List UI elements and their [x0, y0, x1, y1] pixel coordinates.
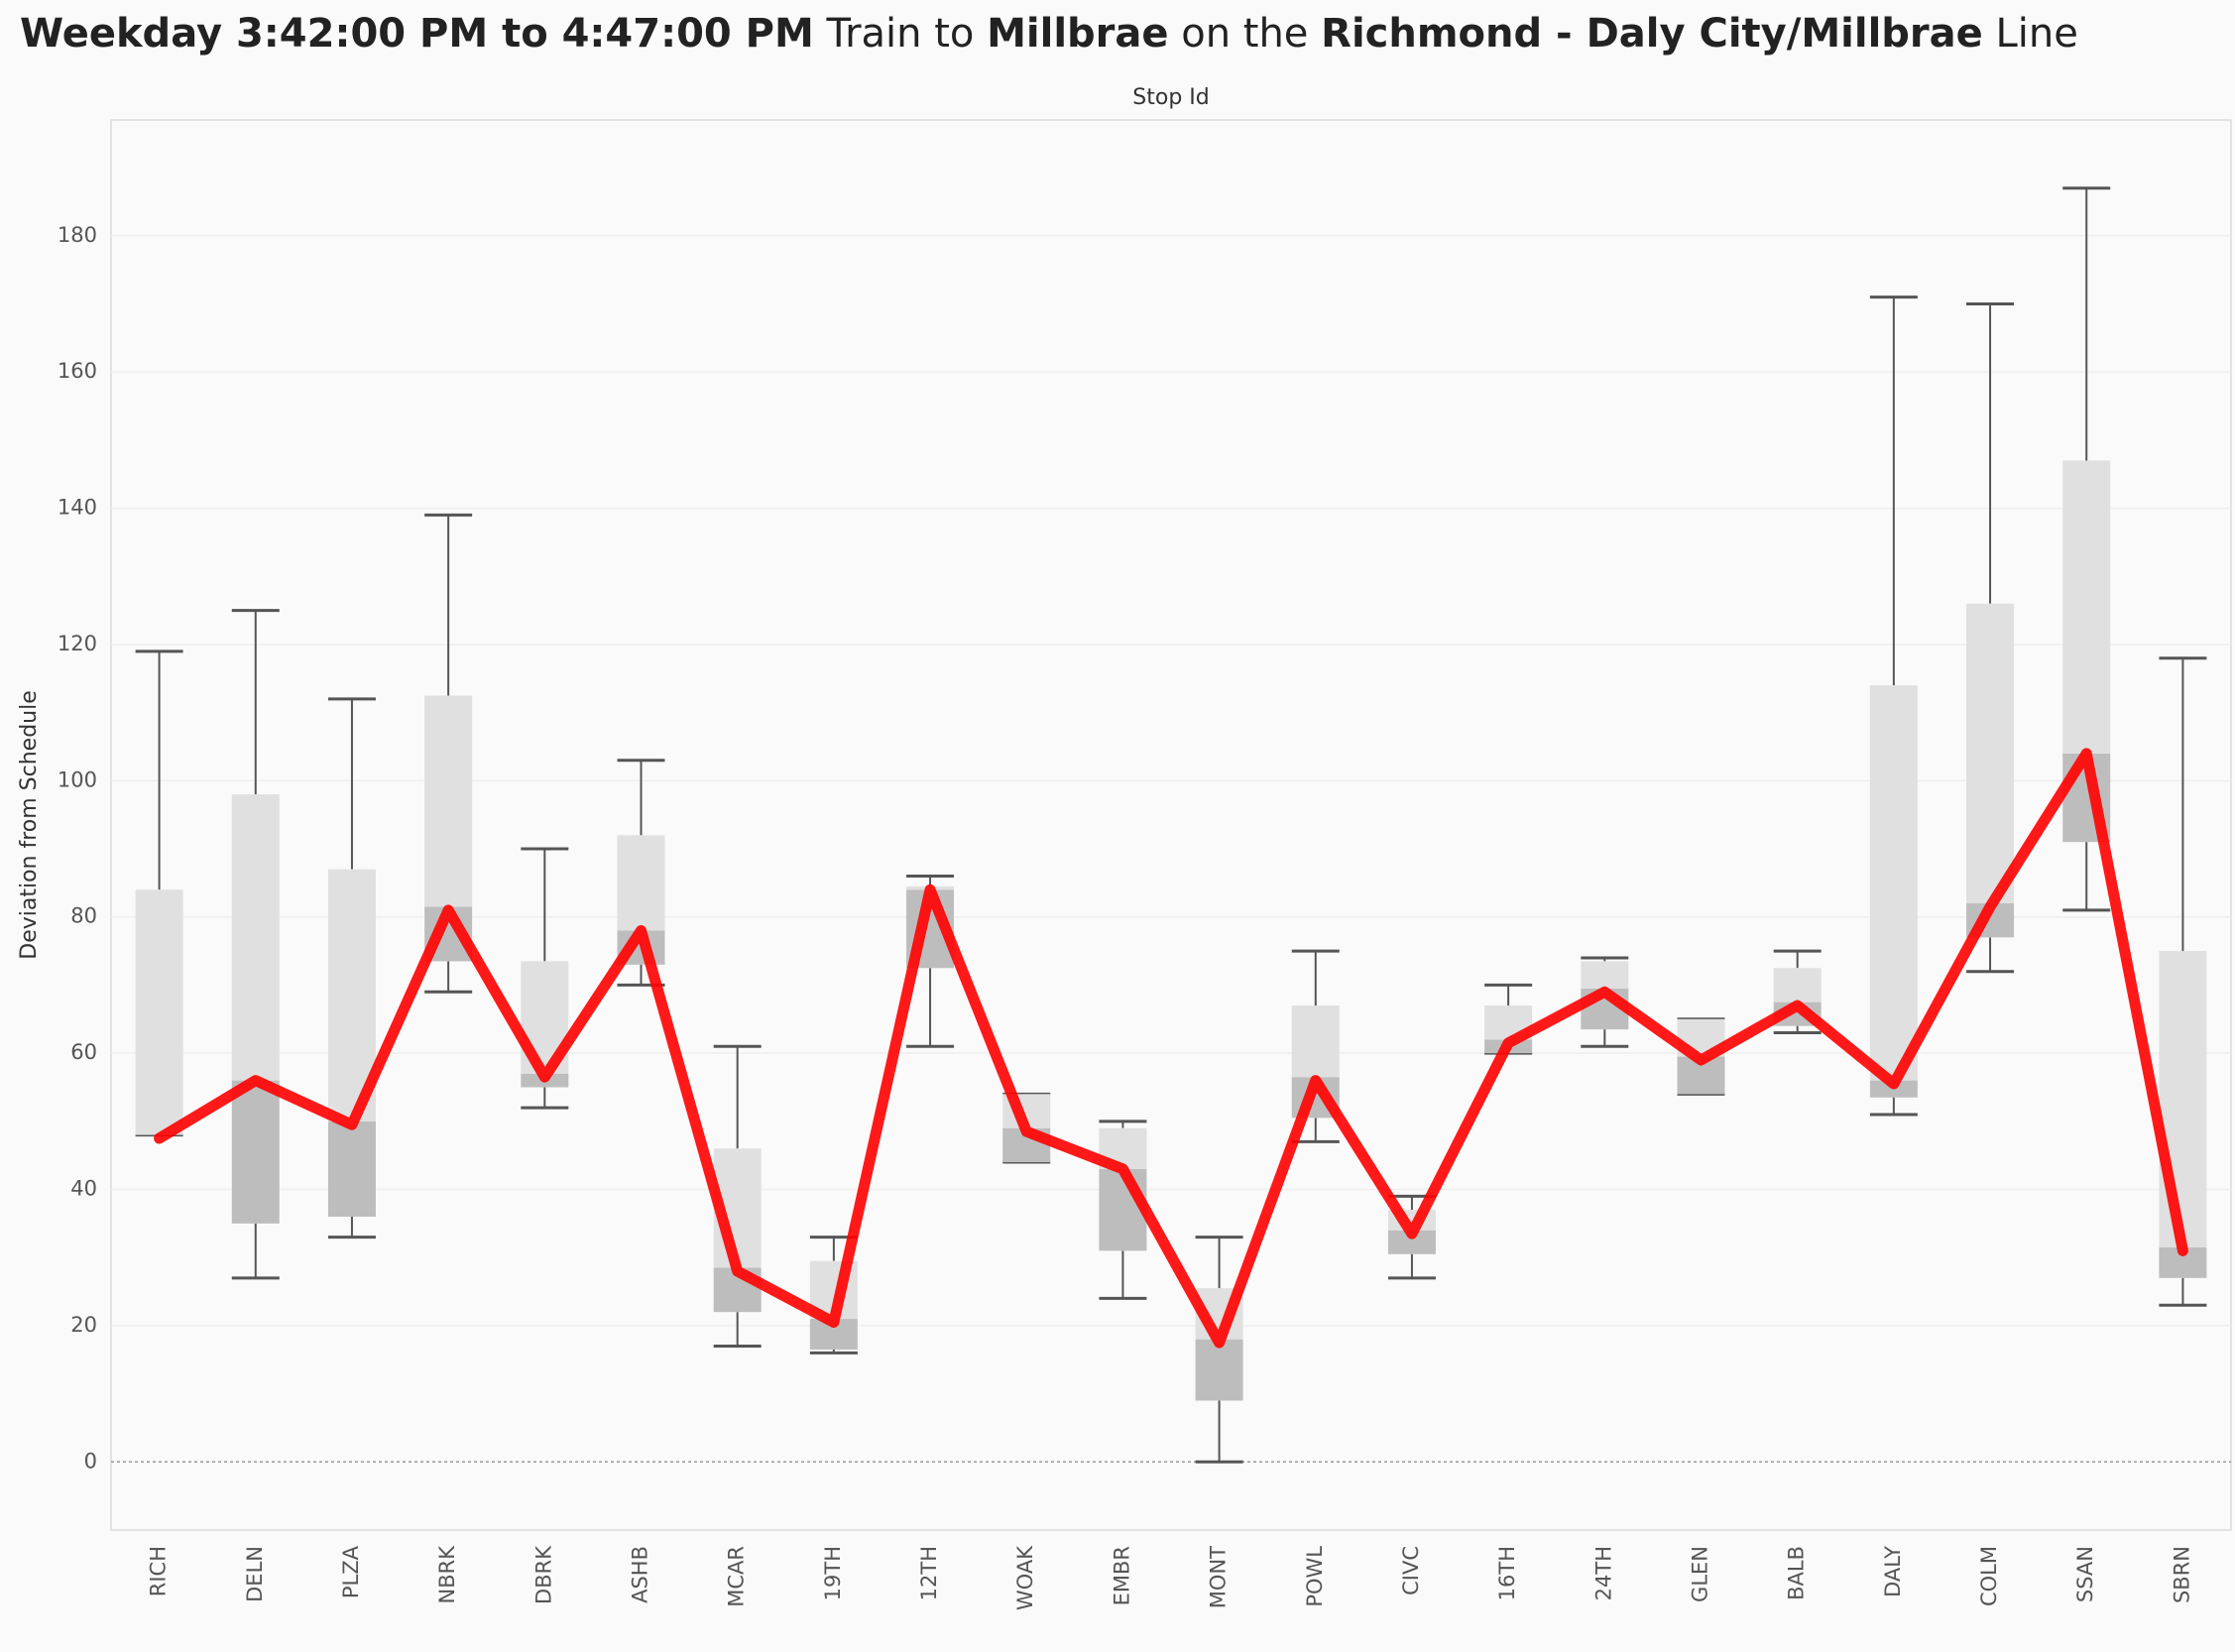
- y-tick-label: 140: [58, 496, 97, 520]
- x-tick-label: DBRK: [531, 1545, 555, 1604]
- y-tick-label: 100: [58, 767, 97, 791]
- box-lower: [1195, 1339, 1243, 1401]
- y-tick-label: 40: [70, 1177, 97, 1201]
- title-part: on the: [1169, 11, 1322, 57]
- x-tick-label: 16TH: [1495, 1546, 1519, 1600]
- x-tick-label: POWL: [1303, 1546, 1327, 1607]
- box-lower: [327, 1121, 376, 1217]
- y-tick-label: 20: [70, 1313, 97, 1337]
- x-tick-label: RICH: [147, 1546, 171, 1596]
- x-tick-label: ASHB: [629, 1546, 652, 1603]
- box-upper: [1869, 685, 1918, 1081]
- y-tick-label: 120: [58, 632, 97, 655]
- box-lower: [1099, 1168, 1147, 1251]
- title-part: Millbrae: [987, 11, 1168, 57]
- x-tick-label: 24TH: [1591, 1546, 1615, 1600]
- x-tick-label: COLM: [1977, 1546, 2001, 1606]
- y-tick-label: 80: [70, 904, 97, 928]
- x-tick-label: EMBR: [1110, 1546, 1133, 1605]
- title-part: Train to: [814, 11, 987, 57]
- x-tick-label: DELN: [243, 1546, 267, 1602]
- x-tick-label: WOAK: [1013, 1545, 1037, 1610]
- box-upper: [135, 889, 183, 1135]
- box-upper: [1291, 1005, 1340, 1078]
- y-tick-label: 60: [70, 1040, 97, 1064]
- x-tick-label: MONT: [1207, 1546, 1231, 1608]
- y-tick-label: 160: [58, 359, 97, 383]
- title-part: Line: [1983, 11, 2078, 57]
- x-tick-label: 19TH: [821, 1546, 845, 1600]
- box-upper: [1773, 968, 1822, 1003]
- box-upper: [2159, 951, 2207, 1247]
- box-upper: [424, 695, 473, 907]
- y-tick-label: 180: [58, 223, 97, 247]
- box-upper: [231, 794, 280, 1081]
- y-tick-label: 0: [84, 1449, 97, 1473]
- x-tick-label: BALB: [1785, 1546, 1809, 1600]
- deviation-line: [154, 748, 2188, 1349]
- box-upper: [1966, 603, 2015, 903]
- x-tick-label: 12TH: [917, 1546, 941, 1600]
- x-tick-label: MCAR: [725, 1546, 749, 1607]
- title-part: Weekday 3:42:00 PM to 4:47:00 PM: [20, 11, 814, 57]
- box-upper: [617, 835, 665, 931]
- box-upper: [2062, 460, 2111, 754]
- x-axis-label: Stop Id: [1132, 85, 1209, 110]
- x-tick-label: NBRK: [435, 1545, 459, 1604]
- x-tick-label: SBRN: [2170, 1546, 2193, 1603]
- x-tick-label: PLZA: [339, 1545, 363, 1598]
- chart-title: Weekday 3:42:00 PM to 4:47:00 PM Train t…: [20, 11, 2078, 57]
- y-axis-label: Deviation from Schedule: [17, 690, 42, 960]
- x-tick-label: CIVC: [1399, 1546, 1423, 1595]
- plot-frame: [110, 119, 2232, 1531]
- x-tick-label: GLEN: [1689, 1546, 1712, 1602]
- box-upper: [1581, 961, 1629, 989]
- title-part: Richmond - Daly City/Millbrae: [1321, 11, 1983, 57]
- box-lower: [231, 1080, 280, 1224]
- x-tick-label: SSAN: [2073, 1546, 2097, 1602]
- x-tick-label: DALY: [1881, 1546, 1905, 1597]
